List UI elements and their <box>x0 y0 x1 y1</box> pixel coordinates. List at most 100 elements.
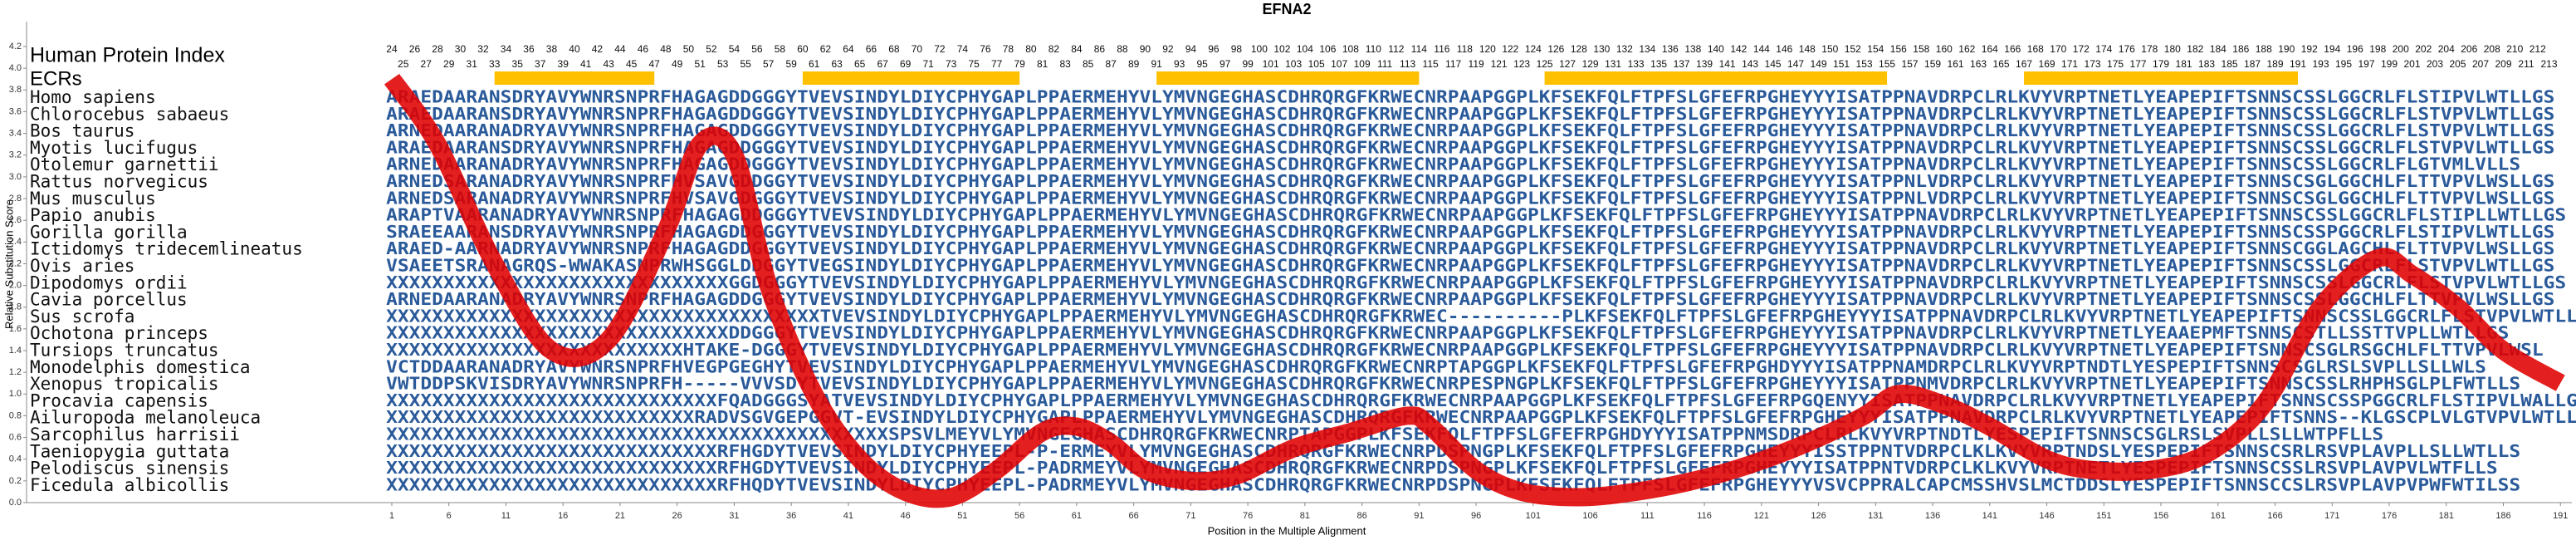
ecr-bar <box>1156 71 1420 85</box>
index-label: 105 <box>1308 58 1325 70</box>
y-tick-label: 1.8 <box>9 302 22 312</box>
species-name: Sus scrofa <box>30 307 134 326</box>
index-label: 120 <box>1479 43 1496 55</box>
index-label: 75 <box>968 58 980 70</box>
y-tick-label: 2.4 <box>9 237 22 247</box>
index-label: 55 <box>740 58 751 70</box>
index-label: 172 <box>2073 43 2090 55</box>
index-label: 104 <box>1297 43 1313 55</box>
index-label: 110 <box>1366 43 1381 55</box>
species-name: Papio anubis <box>30 205 156 225</box>
sequence: XXXXXXXXXXXXXXXXXXXXXXXXXXXXXXDDGGGYTVEV… <box>386 323 2509 343</box>
index-label: 87 <box>1105 58 1117 70</box>
index-label: 197 <box>2358 58 2375 70</box>
x-tick-label: 191 <box>2553 511 2568 521</box>
x-tick-label: 171 <box>2324 511 2339 521</box>
index-label: 58 <box>775 43 786 55</box>
species-name: Procavia capensis <box>30 390 208 410</box>
index-label: 147 <box>1787 58 1804 70</box>
index-label: 116 <box>1434 43 1449 55</box>
index-label: 98 <box>1231 43 1243 55</box>
ecr-label: ECRs <box>30 67 82 90</box>
index-label: 117 <box>1445 58 1461 70</box>
species-name: Otolemur garnettii <box>30 155 219 174</box>
index-label: 96 <box>1208 43 1220 55</box>
species-name: Tursiops truncatus <box>30 341 219 361</box>
species-name: Gorilla gorilla <box>30 222 188 242</box>
x-tick-label: 126 <box>1811 511 1826 521</box>
x-tick-label: 61 <box>1072 511 1082 521</box>
sequence: XXXXXXXXXXXXXXXXXXXXXXXXXXHTAKE-DGGGYTVE… <box>386 340 2544 360</box>
index-label: 164 <box>1982 43 1998 55</box>
species-name: Ailuropoda melanoleuca <box>30 408 261 428</box>
index-label: 84 <box>1071 43 1083 55</box>
x-tick-label: 11 <box>501 511 511 521</box>
sequence: VWTDDPSKVISDRYAVYWNRSNPRFH-----VVVSDYTVE… <box>386 374 2520 394</box>
index-label: 115 <box>1423 58 1439 70</box>
index-label: 25 <box>398 58 409 70</box>
index-label: 132 <box>1616 43 1633 55</box>
y-tick-label: 0.4 <box>9 454 22 464</box>
chart-title: EFNA2 <box>1262 1 1311 17</box>
index-label: 60 <box>797 43 809 55</box>
index-label: 52 <box>706 43 717 55</box>
x-tick-label: 186 <box>2495 511 2510 521</box>
index-label: 136 <box>1662 43 1679 55</box>
index-label: 48 <box>660 43 672 55</box>
index-label: 187 <box>2244 58 2261 70</box>
index-label: 173 <box>2085 58 2101 70</box>
index-label: 145 <box>1765 58 1782 70</box>
index-label: 200 <box>2393 43 2409 55</box>
sequence: ARAEDAARANSDRYAVYWNRSNPRFHAGAGDDGGGYTVEV… <box>386 87 2554 107</box>
index-label: 211 <box>2518 58 2534 70</box>
index-label: 31 <box>467 58 478 70</box>
index-label: 108 <box>1342 43 1359 55</box>
index-label: 201 <box>2404 58 2421 70</box>
index-label: 182 <box>2187 43 2203 55</box>
index-label: 175 <box>2107 58 2124 70</box>
species-name: Ictidomys tridecemlineatus <box>30 239 303 259</box>
index-label: 157 <box>1902 58 1919 70</box>
x-tick-label: 71 <box>1185 511 1195 521</box>
x-tick-label: 36 <box>786 511 796 521</box>
species-name: Ochotona princeps <box>30 323 208 343</box>
y-tick-label: 2.8 <box>9 194 22 204</box>
index-label: 76 <box>980 43 991 55</box>
index-label: 192 <box>2301 43 2318 55</box>
index-label: 134 <box>1639 43 1655 55</box>
index-label: 137 <box>1674 58 1690 70</box>
index-label: 95 <box>1196 58 1208 70</box>
index-label: 50 <box>683 43 695 55</box>
y-tick-label: 1.0 <box>9 389 22 399</box>
species-name: Chlorocebus sabaeus <box>30 104 229 124</box>
y-tick-label: 3.2 <box>9 150 22 160</box>
sequence: XXXXXXXXXXXXXXXXXXXXXXXXXXXXXRFHQDYTVEVS… <box>386 474 2520 494</box>
x-tick-label: 66 <box>1129 511 1139 521</box>
index-label: 210 <box>2506 43 2523 55</box>
index-label: 45 <box>626 58 638 70</box>
index-label: 92 <box>1162 43 1174 55</box>
index-label: 202 <box>2415 43 2432 55</box>
x-tick-label: 146 <box>2039 511 2054 521</box>
y-tick-label: 1.6 <box>9 324 22 334</box>
index-label: 69 <box>900 58 912 70</box>
index-label: 79 <box>1014 58 1025 70</box>
x-tick-label: 21 <box>615 511 625 521</box>
index-label: 133 <box>1628 58 1645 70</box>
index-label: 124 <box>1525 43 1542 55</box>
index-label: 42 <box>592 43 604 55</box>
index-label: 160 <box>1936 43 1953 55</box>
x-tick-label: 116 <box>1697 511 1712 521</box>
index-label: 80 <box>1025 43 1037 55</box>
y-tick-label: 3.6 <box>9 106 22 116</box>
index-label: 112 <box>1388 43 1404 55</box>
index-label: 66 <box>866 43 877 55</box>
index-label: 194 <box>2324 43 2340 55</box>
index-label: 188 <box>2256 43 2272 55</box>
index-label: 154 <box>1867 43 1884 55</box>
index-label: 169 <box>2039 58 2055 70</box>
index-label: 180 <box>2164 43 2181 55</box>
index-label: 159 <box>1924 58 1941 70</box>
score-line <box>384 73 2565 508</box>
